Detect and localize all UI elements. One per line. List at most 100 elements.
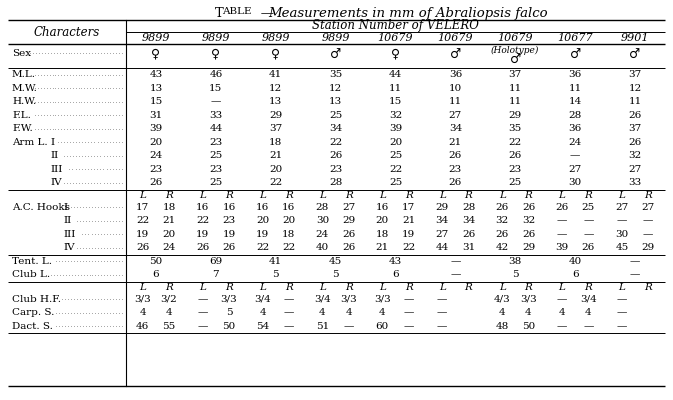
Text: 34: 34 — [329, 124, 343, 133]
Text: 10679: 10679 — [378, 33, 413, 43]
Text: Characters: Characters — [34, 26, 100, 38]
Text: 5: 5 — [332, 270, 339, 279]
Text: 23: 23 — [209, 138, 223, 147]
Text: 40: 40 — [316, 243, 329, 252]
Text: 32: 32 — [522, 216, 535, 225]
Text: 27: 27 — [435, 230, 449, 239]
Text: 23: 23 — [329, 165, 343, 174]
Text: 30: 30 — [569, 178, 581, 187]
Text: 41: 41 — [269, 70, 283, 79]
Text: L: L — [618, 190, 625, 200]
Text: 26: 26 — [136, 243, 149, 252]
Text: 26: 26 — [222, 243, 236, 252]
Text: 27: 27 — [569, 165, 581, 174]
Text: R: R — [524, 282, 532, 292]
Text: 20: 20 — [282, 216, 295, 225]
Text: R: R — [464, 282, 472, 292]
Text: —: — — [557, 230, 567, 239]
Text: 19: 19 — [256, 230, 269, 239]
Text: R: R — [404, 282, 413, 292]
Text: 21: 21 — [162, 216, 176, 225]
Text: 27: 27 — [615, 203, 629, 212]
Text: —: — — [583, 216, 594, 225]
Text: 18: 18 — [376, 230, 389, 239]
Text: R: R — [345, 282, 353, 292]
Text: 29: 29 — [522, 243, 535, 252]
Text: 22: 22 — [269, 178, 283, 187]
Text: 30: 30 — [615, 230, 629, 239]
Text: 20: 20 — [376, 216, 389, 225]
Text: —: — — [616, 308, 627, 317]
Text: 42: 42 — [495, 243, 509, 252]
Text: Club L.: Club L. — [12, 270, 50, 279]
Text: R: R — [225, 190, 233, 200]
Text: 15: 15 — [149, 97, 163, 106]
Text: 9899: 9899 — [142, 33, 170, 43]
Text: 4: 4 — [319, 308, 326, 317]
Text: 25: 25 — [509, 178, 522, 187]
Text: 7: 7 — [213, 270, 219, 279]
Text: R: R — [345, 190, 353, 200]
Text: 34: 34 — [449, 124, 462, 133]
Text: —: — — [211, 97, 221, 106]
Text: —: — — [630, 257, 640, 266]
Text: 4: 4 — [345, 308, 352, 317]
Text: 26: 26 — [342, 243, 355, 252]
Text: R: R — [644, 190, 652, 200]
Text: 44: 44 — [209, 124, 223, 133]
Text: 16: 16 — [282, 203, 295, 212]
Text: L: L — [199, 190, 206, 200]
Text: 16: 16 — [196, 203, 209, 212]
Text: 6: 6 — [572, 270, 579, 279]
Text: Arm L.: Arm L. — [12, 138, 48, 147]
Text: 46: 46 — [136, 322, 149, 331]
Text: Tent. L.: Tent. L. — [12, 257, 52, 266]
Text: Club H.F.: Club H.F. — [12, 295, 61, 304]
Text: 69: 69 — [209, 257, 223, 266]
Text: 3/3: 3/3 — [374, 295, 391, 304]
Text: 20: 20 — [256, 216, 269, 225]
Text: L: L — [439, 190, 446, 200]
Text: L: L — [259, 282, 266, 292]
Text: R: R — [404, 190, 413, 200]
Text: 45: 45 — [615, 243, 629, 252]
Text: L: L — [199, 282, 206, 292]
Text: 22: 22 — [402, 243, 415, 252]
Text: 4/3: 4/3 — [494, 295, 511, 304]
Text: 6: 6 — [153, 270, 160, 279]
Text: 29: 29 — [269, 111, 283, 120]
Text: 3/4: 3/4 — [254, 295, 271, 304]
Text: ♀: ♀ — [391, 48, 400, 60]
Text: 20: 20 — [269, 165, 283, 174]
Text: 4: 4 — [139, 308, 146, 317]
Text: 13: 13 — [269, 97, 283, 106]
Text: 43: 43 — [149, 70, 163, 79]
Text: —: — — [630, 270, 640, 279]
Text: 20: 20 — [389, 138, 402, 147]
Text: 4: 4 — [499, 308, 505, 317]
Text: 26: 26 — [581, 243, 595, 252]
Text: 16: 16 — [376, 203, 389, 212]
Text: 32: 32 — [495, 216, 509, 225]
Text: 26: 26 — [495, 203, 509, 212]
Text: 39: 39 — [389, 124, 402, 133]
Text: 19: 19 — [222, 230, 236, 239]
Text: 19: 19 — [136, 230, 149, 239]
Text: 4: 4 — [559, 308, 565, 317]
Text: —: — — [616, 322, 627, 331]
Text: 50: 50 — [522, 322, 535, 331]
Text: ♂: ♂ — [629, 48, 641, 60]
Text: 4: 4 — [379, 308, 386, 317]
Text: 25: 25 — [209, 151, 223, 160]
Text: 21: 21 — [376, 243, 389, 252]
Text: 54: 54 — [256, 322, 269, 331]
Text: 32: 32 — [389, 111, 402, 120]
Text: 26: 26 — [449, 151, 462, 160]
Text: 32: 32 — [629, 151, 641, 160]
Text: 9899: 9899 — [262, 33, 290, 43]
Text: R: R — [165, 282, 173, 292]
Text: 23: 23 — [209, 165, 223, 174]
Text: H.W.: H.W. — [12, 97, 36, 106]
Text: 21: 21 — [402, 216, 415, 225]
Text: 26: 26 — [629, 138, 641, 147]
